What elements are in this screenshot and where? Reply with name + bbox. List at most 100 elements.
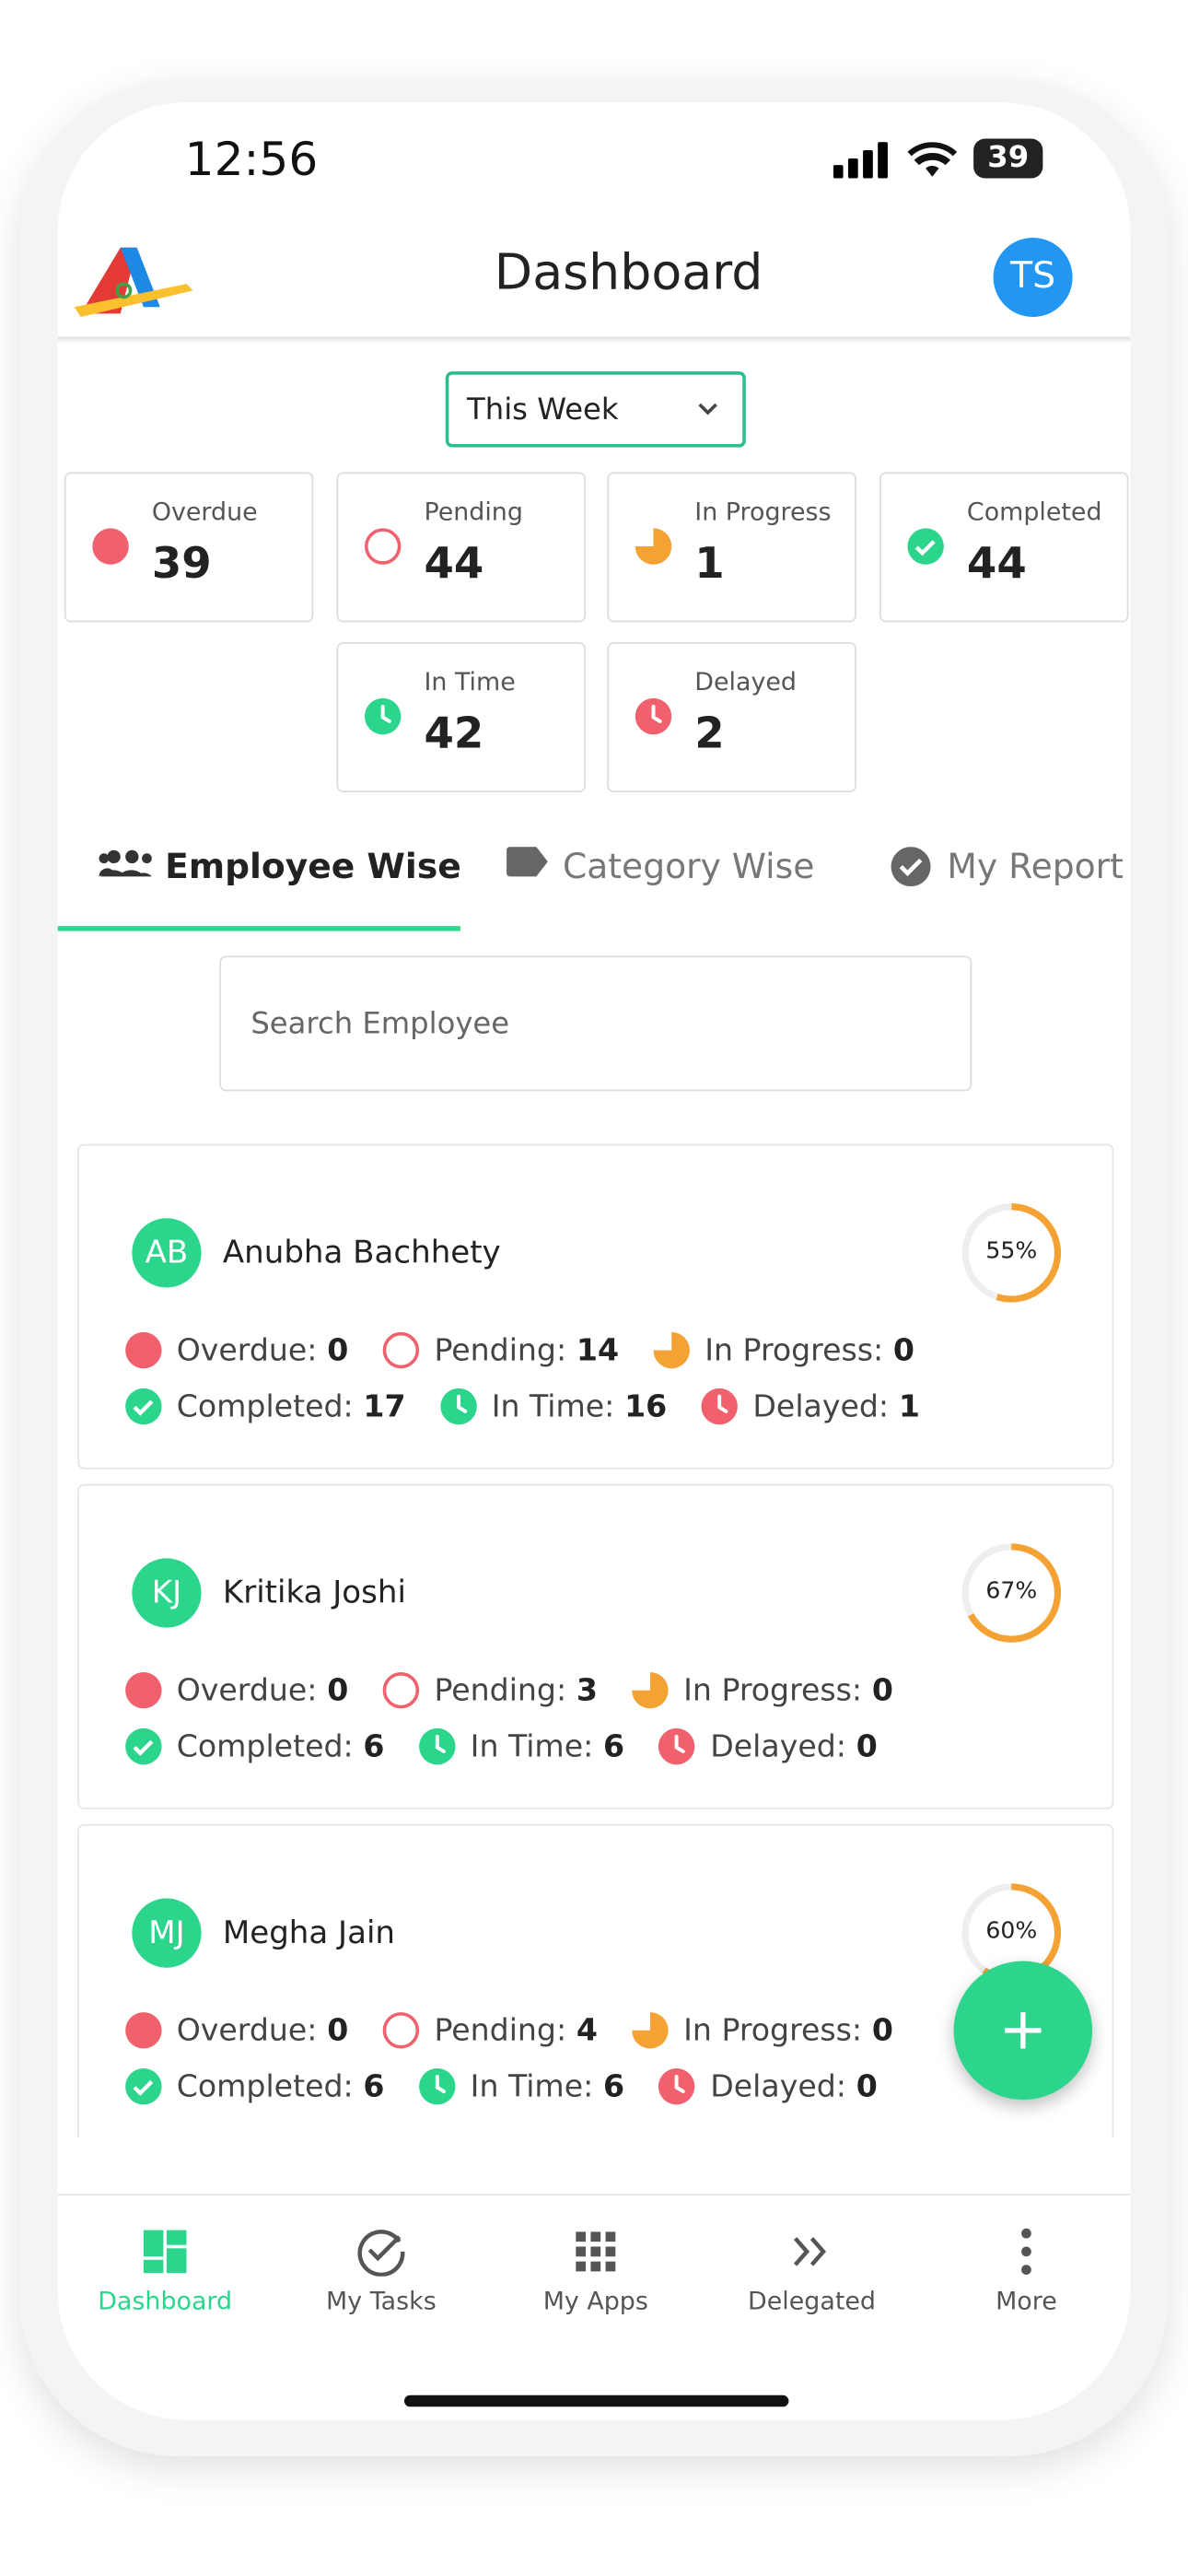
tab-icon bbox=[891, 847, 931, 887]
employee-avatar: MJ bbox=[132, 1898, 202, 1968]
progress-ring bbox=[961, 1203, 1062, 1303]
stat-label: Delayed: bbox=[752, 1388, 890, 1424]
chevron-icon bbox=[698, 403, 717, 416]
user-avatar[interactable]: TS bbox=[993, 238, 1073, 318]
stat-value: 0 bbox=[871, 2012, 893, 2048]
nav-label: Delegated bbox=[748, 2286, 876, 2316]
summary-card[interactable]: Completed 44 bbox=[879, 472, 1129, 623]
status-icon bbox=[125, 1727, 162, 1765]
employee-list: AB Anubha Bachhety 55% Overdue: 0 Pending: 14 I… bbox=[58, 1122, 1131, 2138]
tab[interactable]: Employee Wise bbox=[99, 847, 461, 886]
stat-label: In Time: bbox=[491, 1388, 615, 1424]
summary-card[interactable]: Pending 44 bbox=[336, 472, 587, 623]
progress-label: 67% bbox=[985, 1577, 1038, 1605]
employee-card[interactable]: AB Anubha Bachhety 55% Overdue: 0 Pending: 14 I… bbox=[77, 1143, 1114, 1469]
summary-value: 39 bbox=[151, 539, 212, 590]
summary-card[interactable]: In Time 42 bbox=[336, 641, 587, 793]
signal-icon bbox=[833, 142, 888, 179]
status-icon bbox=[364, 697, 402, 735]
status-icon bbox=[125, 2012, 162, 2049]
progress-label: 60% bbox=[985, 1917, 1038, 1945]
tab[interactable]: Category Wise bbox=[507, 847, 814, 886]
status-icon bbox=[125, 1331, 162, 1369]
employee-avatar: KJ bbox=[132, 1558, 202, 1628]
stats-row: Overdue: 0 Pending: 4 In Progress: 0 bbox=[123, 2010, 926, 2050]
stats-row: Completed: 17 In Time: 16 Delayed: 1 bbox=[123, 1387, 952, 1426]
progress-ring bbox=[961, 1543, 1062, 1643]
status-time: 12:56 bbox=[184, 132, 319, 187]
status-icon bbox=[440, 1388, 477, 1425]
nav-icon bbox=[576, 2231, 616, 2272]
stat-label: In Progress: bbox=[705, 1332, 884, 1368]
status-icon bbox=[658, 2068, 696, 2105]
stat-value: 0 bbox=[327, 2012, 349, 2048]
status-icon bbox=[92, 528, 129, 565]
tab[interactable]: My Report bbox=[891, 847, 1124, 887]
nav-label: My Apps bbox=[542, 2286, 648, 2316]
stat-value: 6 bbox=[363, 1728, 385, 1764]
employee-avatar: AB bbox=[132, 1218, 202, 1288]
status-icon bbox=[701, 1388, 739, 1425]
search-box[interactable]: Search Employee bbox=[219, 955, 973, 1092]
stat-value: 0 bbox=[871, 1672, 893, 1708]
nav-item[interactable]: More bbox=[927, 2227, 1125, 2316]
nav-item[interactable]: My Tasks bbox=[282, 2227, 480, 2316]
status-icon bbox=[653, 1331, 691, 1369]
tab-icon bbox=[507, 847, 548, 877]
stat-value: 0 bbox=[327, 1332, 349, 1368]
summary-value: 2 bbox=[694, 709, 725, 760]
tab-icon bbox=[99, 849, 152, 877]
status-icon bbox=[382, 1331, 420, 1369]
stat-value: 0 bbox=[892, 1332, 914, 1368]
summary-card[interactable]: Delayed 2 bbox=[607, 641, 856, 793]
status-icon bbox=[632, 1671, 670, 1709]
employee-name: Anubha Bachhety bbox=[222, 1235, 501, 1271]
stat-value: 4 bbox=[576, 2012, 598, 2048]
summary-label: In Time bbox=[424, 666, 516, 697]
stats-row: Completed: 6 In Time: 6 Delayed: 0 bbox=[123, 2067, 910, 2106]
employee-name: Kritika Joshi bbox=[222, 1575, 406, 1611]
status-icon bbox=[632, 2012, 670, 2049]
employee-card[interactable]: KJ Kritika Joshi 67% Overdue: 0 Pending: 3 In P… bbox=[77, 1483, 1114, 1809]
nav-item[interactable]: Dashboard bbox=[66, 2227, 264, 2316]
header-shadow bbox=[57, 336, 1131, 344]
nav-item[interactable]: Delegated bbox=[713, 2227, 911, 2316]
summary-card[interactable]: In Progress 1 bbox=[607, 472, 856, 623]
stat-label: In Progress: bbox=[683, 2012, 863, 2048]
summary-label: Completed bbox=[966, 497, 1102, 527]
stat-value: 17 bbox=[363, 1388, 406, 1424]
stat-label: Completed: bbox=[176, 1728, 354, 1764]
stat-value: 16 bbox=[624, 1388, 668, 1424]
stat-value: 3 bbox=[576, 1672, 598, 1708]
status-icon bbox=[382, 1671, 420, 1709]
stat-label: Overdue: bbox=[176, 1672, 318, 1708]
status-icon bbox=[382, 2012, 420, 2049]
search-placeholder: Search Employee bbox=[250, 1006, 510, 1042]
stat-value: 14 bbox=[576, 1332, 620, 1368]
stat-label: Completed: bbox=[176, 1388, 354, 1424]
progress-label: 55% bbox=[985, 1237, 1038, 1265]
summary-card[interactable]: Overdue 39 bbox=[64, 472, 314, 623]
page-title: Dashboard bbox=[494, 244, 763, 302]
status-icon bbox=[125, 1388, 162, 1425]
add-button[interactable] bbox=[953, 1961, 1093, 2101]
wifi-icon bbox=[907, 142, 958, 177]
nav-icon bbox=[143, 2230, 187, 2274]
stat-label: Overdue: bbox=[176, 1332, 318, 1368]
week-filter[interactable]: This Week bbox=[445, 371, 746, 448]
nav-icon bbox=[1021, 2228, 1031, 2275]
status-icon bbox=[125, 1671, 162, 1709]
nav-item[interactable]: My Apps bbox=[496, 2227, 694, 2316]
employee-card[interactable]: MJ Megha Jain 60% Overdue: 0 Pending: 4 In Prog… bbox=[77, 1823, 1114, 2138]
stat-value: 6 bbox=[603, 1728, 625, 1764]
filter-text: This Week bbox=[467, 392, 619, 428]
status-icon bbox=[907, 528, 944, 565]
summary-value: 44 bbox=[966, 539, 1027, 590]
stat-label: Delayed: bbox=[710, 2068, 846, 2104]
summary-value: 42 bbox=[424, 709, 484, 760]
stat-value: 0 bbox=[856, 1728, 878, 1764]
summary-label: Delayed bbox=[694, 666, 797, 697]
battery: 39 bbox=[973, 138, 1043, 179]
summary-label: Overdue bbox=[151, 497, 258, 527]
